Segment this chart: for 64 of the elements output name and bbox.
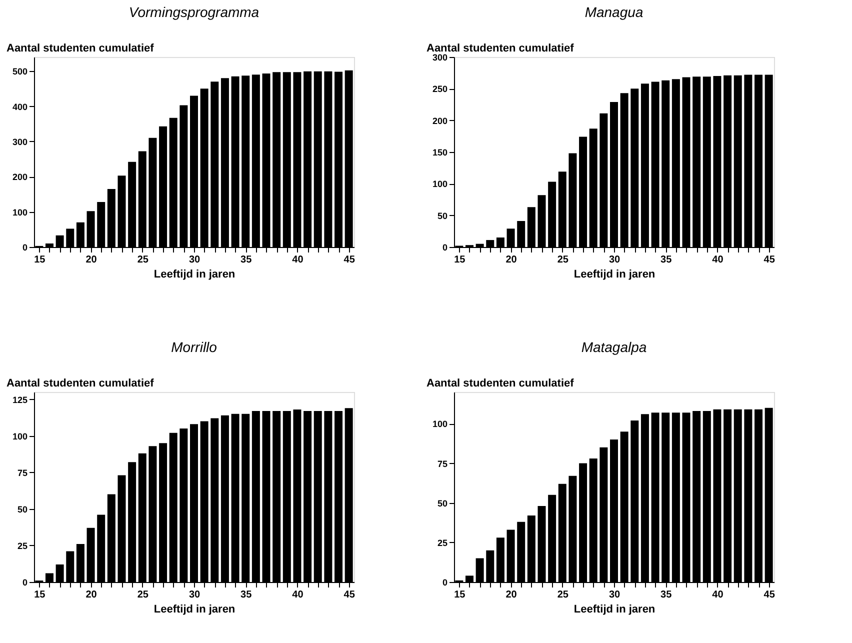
x-tick-label: 15 [34,590,46,600]
x-tick-label: 25 [557,254,569,266]
x-tick-label: 35 [240,254,252,266]
x-tick-label: 25 [137,590,149,600]
y-tick-label: 0 [442,242,448,252]
y-tick-label: 0 [442,578,448,588]
y-tick-label: 0 [22,242,28,252]
x-tick-label: 20 [506,254,518,266]
y-axis-title: Aantal studenten cumulatief [6,42,154,54]
chart-title: Matagalpa [581,339,647,355]
y-tick-label: 500 [12,66,28,77]
x-axis-title: Leeftijd in jaren [574,268,656,280]
y-tick-label: 25 [17,540,28,551]
x-tick-label: 20 [86,590,98,600]
x-tick-label: 30 [608,254,620,266]
y-tick-label: 100 [432,179,448,190]
x-tick-label: 40 [712,254,724,266]
x-tick-label: 45 [344,590,356,600]
y-axis-title: Aantal studenten cumulatief [6,378,154,390]
chart-title: Morrillo [171,339,218,355]
x-tick-label: 20 [86,254,98,266]
x-tick-label: 20 [506,590,518,600]
x-tick-label: 25 [557,590,569,600]
chart-title: Managua [584,4,644,20]
y-tick-label: 150 [432,148,448,158]
x-tick-label: 25 [137,254,149,266]
y-tick-label: 200 [432,116,448,126]
x-tick-label: 45 [344,254,356,266]
x-tick-label: 30 [188,590,200,600]
y-tick-label: 50 [437,498,448,508]
y-tick-label: 50 [437,210,448,221]
x-tick-label: 30 [188,254,200,266]
y-tick-label: 75 [437,458,448,469]
x-axis-title: Leeftijd in jaren [154,268,236,280]
y-tick-label: 400 [12,102,28,112]
x-tick-label: 35 [240,590,252,600]
y-axis-title: Aantal studenten cumulatief [426,378,574,390]
x-tick-label: 15 [454,590,466,600]
y-tick-label: 200 [12,172,28,182]
x-tick-label: 45 [764,590,776,600]
x-tick-label: 40 [292,254,304,266]
y-tick-label: 50 [17,504,28,514]
chart-title: Vormingsprogramma [128,4,260,20]
x-tick-label: 15 [34,254,46,266]
y-tick-label: 100 [432,419,448,430]
x-tick-label: 35 [660,590,672,600]
y-tick-label: 125 [12,394,28,405]
y-tick-label: 25 [437,538,448,548]
y-tick-label: 100 [12,207,28,218]
x-tick-label: 40 [712,590,724,600]
y-tick-label: 100 [12,431,28,442]
y-tick-label: 0 [22,578,28,588]
x-axis-title: Leeftijd in jaren [154,604,236,616]
x-tick-label: 45 [764,254,776,266]
x-tick-label: 40 [292,590,304,600]
x-tick-label: 35 [660,254,672,266]
x-tick-label: 30 [608,590,620,600]
y-tick-label: 300 [12,136,28,147]
x-tick-label: 15 [454,254,466,266]
x-axis-title: Leeftijd in jaren [574,604,656,616]
y-tick-label: 75 [17,468,28,478]
y-tick-label: 300 [432,52,448,62]
y-axis-title: Aantal studenten cumulatief [426,42,574,54]
y-tick-label: 250 [432,84,448,94]
